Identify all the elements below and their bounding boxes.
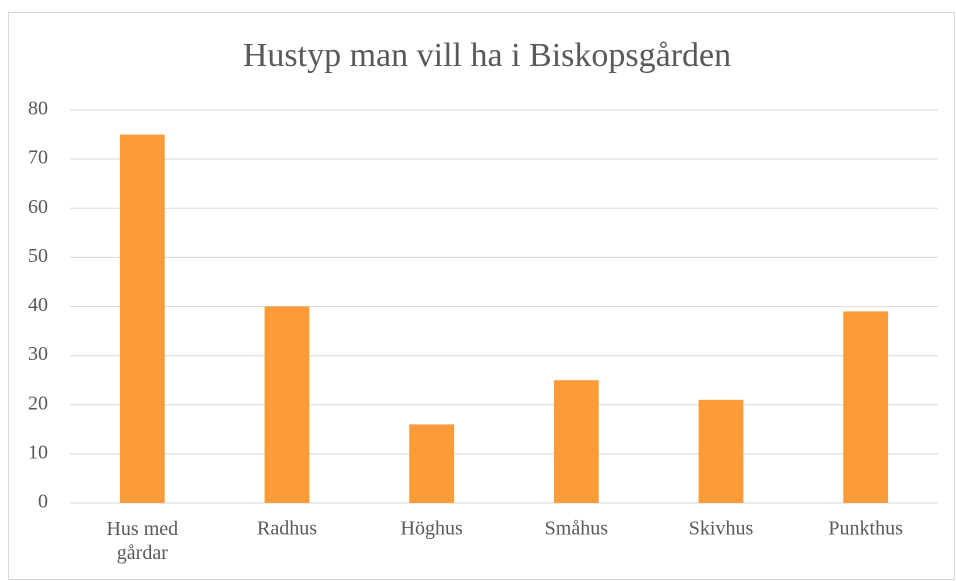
bar xyxy=(409,424,455,503)
chart-border xyxy=(8,12,955,580)
y-tick-label: 50 xyxy=(28,245,48,267)
y-tick-label: 0 xyxy=(38,491,48,513)
y-tick-label: 10 xyxy=(28,441,48,463)
x-tick-label: Skivhus xyxy=(689,518,754,540)
y-tick-label: 40 xyxy=(28,294,48,316)
bar xyxy=(553,380,599,503)
x-tick-label: Punkthus xyxy=(828,518,903,540)
bar xyxy=(119,134,165,503)
y-tick-label: 30 xyxy=(28,343,48,365)
y-tick-label: 80 xyxy=(28,98,48,120)
x-tick-label: Höghus xyxy=(401,518,463,540)
bar xyxy=(264,306,310,503)
chart-title: Hustyp man vill ha i Biskopsgården xyxy=(243,37,731,74)
y-tick-label: 20 xyxy=(28,392,48,414)
x-tick-label: Småhus xyxy=(545,518,609,540)
y-tick-label: 60 xyxy=(28,196,48,218)
x-tick-label: Hus med gårdar xyxy=(106,518,178,564)
y-tick-label: 70 xyxy=(28,147,48,169)
bar xyxy=(843,311,889,503)
x-tick-label: Radhus xyxy=(257,518,317,540)
bar xyxy=(698,399,744,503)
